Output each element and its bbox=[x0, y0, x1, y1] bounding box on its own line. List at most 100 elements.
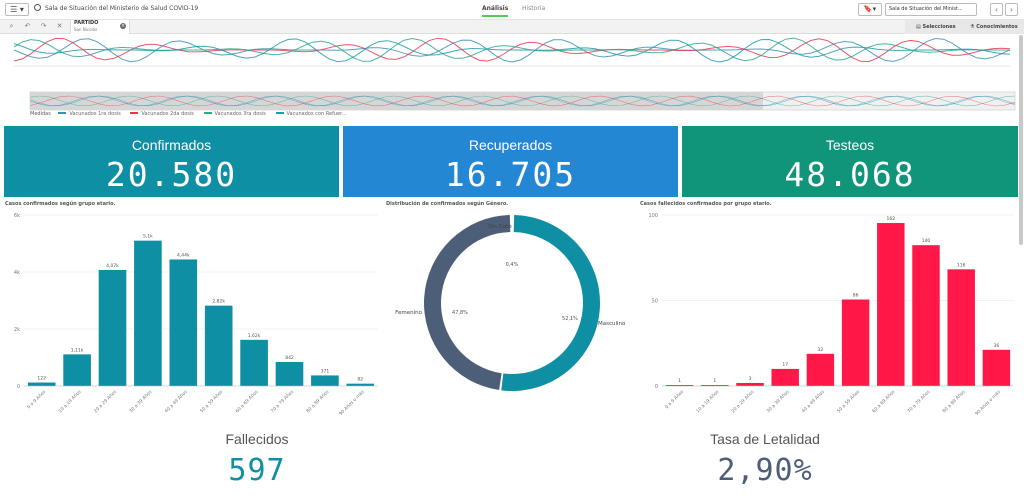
x-tick-label: 40 a 49 Años bbox=[801, 389, 827, 415]
bar-value-label: 371 bbox=[321, 368, 330, 374]
app-title: Sala de Situación del Ministerio de Salu… bbox=[34, 4, 198, 12]
x-tick-label: 60 a 69 Años bbox=[234, 389, 260, 415]
step-forward-icon[interactable]: ↷ bbox=[40, 22, 47, 30]
chevron-right-icon: › bbox=[1009, 5, 1014, 14]
kpi-value: 20.580 bbox=[105, 155, 238, 194]
bar-value-label: 17 bbox=[782, 362, 788, 368]
bar[interactable] bbox=[982, 349, 1011, 386]
globe-icon bbox=[34, 4, 41, 11]
conocimientos-button[interactable]: ⚗ Conocimientos bbox=[970, 24, 1018, 30]
chart-title-genero: Distribución de confirmados según Género… bbox=[386, 201, 509, 207]
step-back-icon[interactable]: ↶ bbox=[24, 22, 31, 30]
slice-category-label: Masculino bbox=[598, 321, 626, 327]
bar[interactable] bbox=[346, 383, 375, 386]
bar[interactable] bbox=[63, 354, 91, 386]
x-tick-label: 60 a 69 Años bbox=[871, 389, 897, 415]
kpi-recuperados[interactable]: Recuperados 16.705 bbox=[343, 126, 678, 197]
clear-selections-icon[interactable]: ✕ bbox=[56, 22, 63, 30]
bar[interactable] bbox=[27, 382, 56, 386]
mini-series-line bbox=[29, 95, 1016, 107]
fallecidos-label: Fallecidos bbox=[225, 431, 289, 447]
bar[interactable] bbox=[877, 223, 905, 386]
mini-series-line bbox=[29, 95, 1016, 107]
kpi-value: 48.068 bbox=[784, 155, 916, 194]
bar-value-label: 140 bbox=[922, 238, 931, 244]
donut-slice[interactable] bbox=[501, 215, 601, 391]
confirmados-age-bar-chart[interactable]: 0 2k 4k 6k 122 0 a 9 Años 1,11k 10 a 19 Años 4,0… bbox=[0, 208, 380, 423]
gender-donut-chart[interactable]: 52,1% 47,8% 0,4% Masculino Femenino Sin Dato bbox=[380, 208, 638, 423]
bar[interactable] bbox=[665, 384, 694, 386]
kpi-label: Recuperados bbox=[468, 137, 553, 153]
letalidad-value: 2,90% bbox=[717, 453, 813, 488]
y-tick-label: 6k bbox=[14, 213, 20, 219]
chart-title-fallecidos-edad: Casos fallecidos confirmados por grupo e… bbox=[640, 201, 772, 207]
next-sheet-button[interactable]: › bbox=[1005, 3, 1018, 16]
x-tick-label: 0 a 9 Años bbox=[26, 389, 48, 411]
slice-value-label: 0,4% bbox=[506, 262, 519, 268]
vaccination-series-line bbox=[13, 37, 1011, 62]
y-tick-label: 0 bbox=[17, 384, 20, 390]
navigation-menu-button[interactable]: ☰ ▾ bbox=[5, 3, 29, 16]
bar[interactable] bbox=[240, 339, 268, 386]
vaccination-series-line bbox=[13, 37, 1011, 63]
bar[interactable] bbox=[841, 299, 870, 386]
legend-item-3ra-dosis[interactable]: Vacunados 3ra dosis bbox=[203, 111, 266, 117]
letalidad-label: Tasa de Letalidad bbox=[710, 431, 820, 447]
bar[interactable] bbox=[806, 353, 835, 386]
x-tick-label: 30 a 39 Años bbox=[765, 389, 791, 415]
x-tick-label: 80 a 89 Años bbox=[941, 389, 967, 415]
bar[interactable] bbox=[169, 259, 198, 386]
legend-item-2da-dosis[interactable]: Vacunados 2da dosis bbox=[130, 111, 194, 117]
bar[interactable] bbox=[736, 382, 764, 386]
slice-value-label: 47,8% bbox=[452, 310, 468, 316]
tab-historia[interactable]: Historia bbox=[522, 5, 546, 12]
bar-value-label: 86 bbox=[853, 292, 859, 298]
x-tick-label: 40 a 49 Años bbox=[164, 389, 190, 415]
kpi-testeos[interactable]: Testeos 48.068 bbox=[682, 126, 1018, 197]
tab-analisis[interactable]: Análisis bbox=[482, 5, 509, 17]
legend-item-refuerzo[interactable]: Vacunados con Refuer... bbox=[275, 111, 346, 117]
bar[interactable] bbox=[275, 362, 304, 386]
bar[interactable] bbox=[771, 368, 799, 386]
vaccination-legend: Medidas Vacunados 1ra dosis Vacunados 2d… bbox=[30, 111, 347, 117]
bar[interactable] bbox=[98, 270, 127, 386]
bar[interactable] bbox=[912, 245, 940, 386]
bar-value-label: 1 bbox=[713, 378, 716, 384]
x-tick-label: 80 a 89 Años bbox=[305, 389, 331, 415]
x-tick-label: 10 a 19 Años bbox=[695, 389, 721, 415]
bar[interactable] bbox=[311, 375, 339, 386]
legend-swatch bbox=[130, 112, 139, 114]
donut-slice[interactable] bbox=[423, 215, 511, 391]
legend-item-1ra-dosis[interactable]: Vacunados 1ra dosis bbox=[58, 111, 121, 117]
y-tick-label: 50 bbox=[652, 299, 658, 305]
bar-value-label: 2,82k bbox=[212, 299, 225, 305]
bar[interactable] bbox=[134, 240, 162, 386]
bar-value-label: 5,1k bbox=[143, 234, 153, 240]
chevron-left-icon: ‹ bbox=[994, 5, 999, 14]
bookmark-button[interactable]: 🔖▾ bbox=[858, 3, 882, 16]
bar[interactable] bbox=[204, 305, 233, 386]
previous-sheet-button[interactable]: ‹ bbox=[990, 3, 1003, 16]
slice-category-label: Femenino bbox=[395, 310, 422, 316]
bar[interactable] bbox=[947, 269, 975, 386]
kpi-confirmados[interactable]: Confirmados 20.580 bbox=[4, 126, 339, 197]
mini-series-line bbox=[29, 95, 1016, 107]
page-scrollbar[interactable] bbox=[1019, 35, 1023, 245]
selecciones-button[interactable]: ▤ Selecciones bbox=[916, 24, 956, 30]
close-icon[interactable]: × bbox=[120, 23, 126, 29]
bar-value-label: 1,11k bbox=[71, 347, 84, 353]
selection-value: San Nicolás bbox=[74, 27, 98, 32]
x-tick-label: 0 a 9 Años bbox=[664, 389, 686, 411]
x-tick-label: 70 a 79 Años bbox=[906, 389, 932, 415]
y-tick-label: 100 bbox=[648, 213, 658, 219]
sheet-selector[interactable]: Sala de Situación del Minist... bbox=[885, 3, 977, 16]
selection-chip-partido[interactable]: PARTIDO San Nicolás × bbox=[70, 20, 130, 34]
bar-value-label: 1,62k bbox=[248, 333, 261, 339]
smart-search-icon[interactable]: ⌕ bbox=[9, 22, 14, 30]
fallecidos-age-bar-chart[interactable]: 0 50 100 1 0 a 9 Años 1 10 a 19 Años 3 20 a 29 A… bbox=[638, 208, 1018, 423]
y-tick-label: 4k bbox=[14, 270, 20, 276]
x-tick-label: 20 a 29 Años bbox=[93, 389, 119, 415]
bar[interactable] bbox=[701, 384, 729, 386]
slice-category-label: Sin Dato bbox=[488, 224, 512, 230]
vaccination-line-chart[interactable] bbox=[0, 34, 1024, 124]
